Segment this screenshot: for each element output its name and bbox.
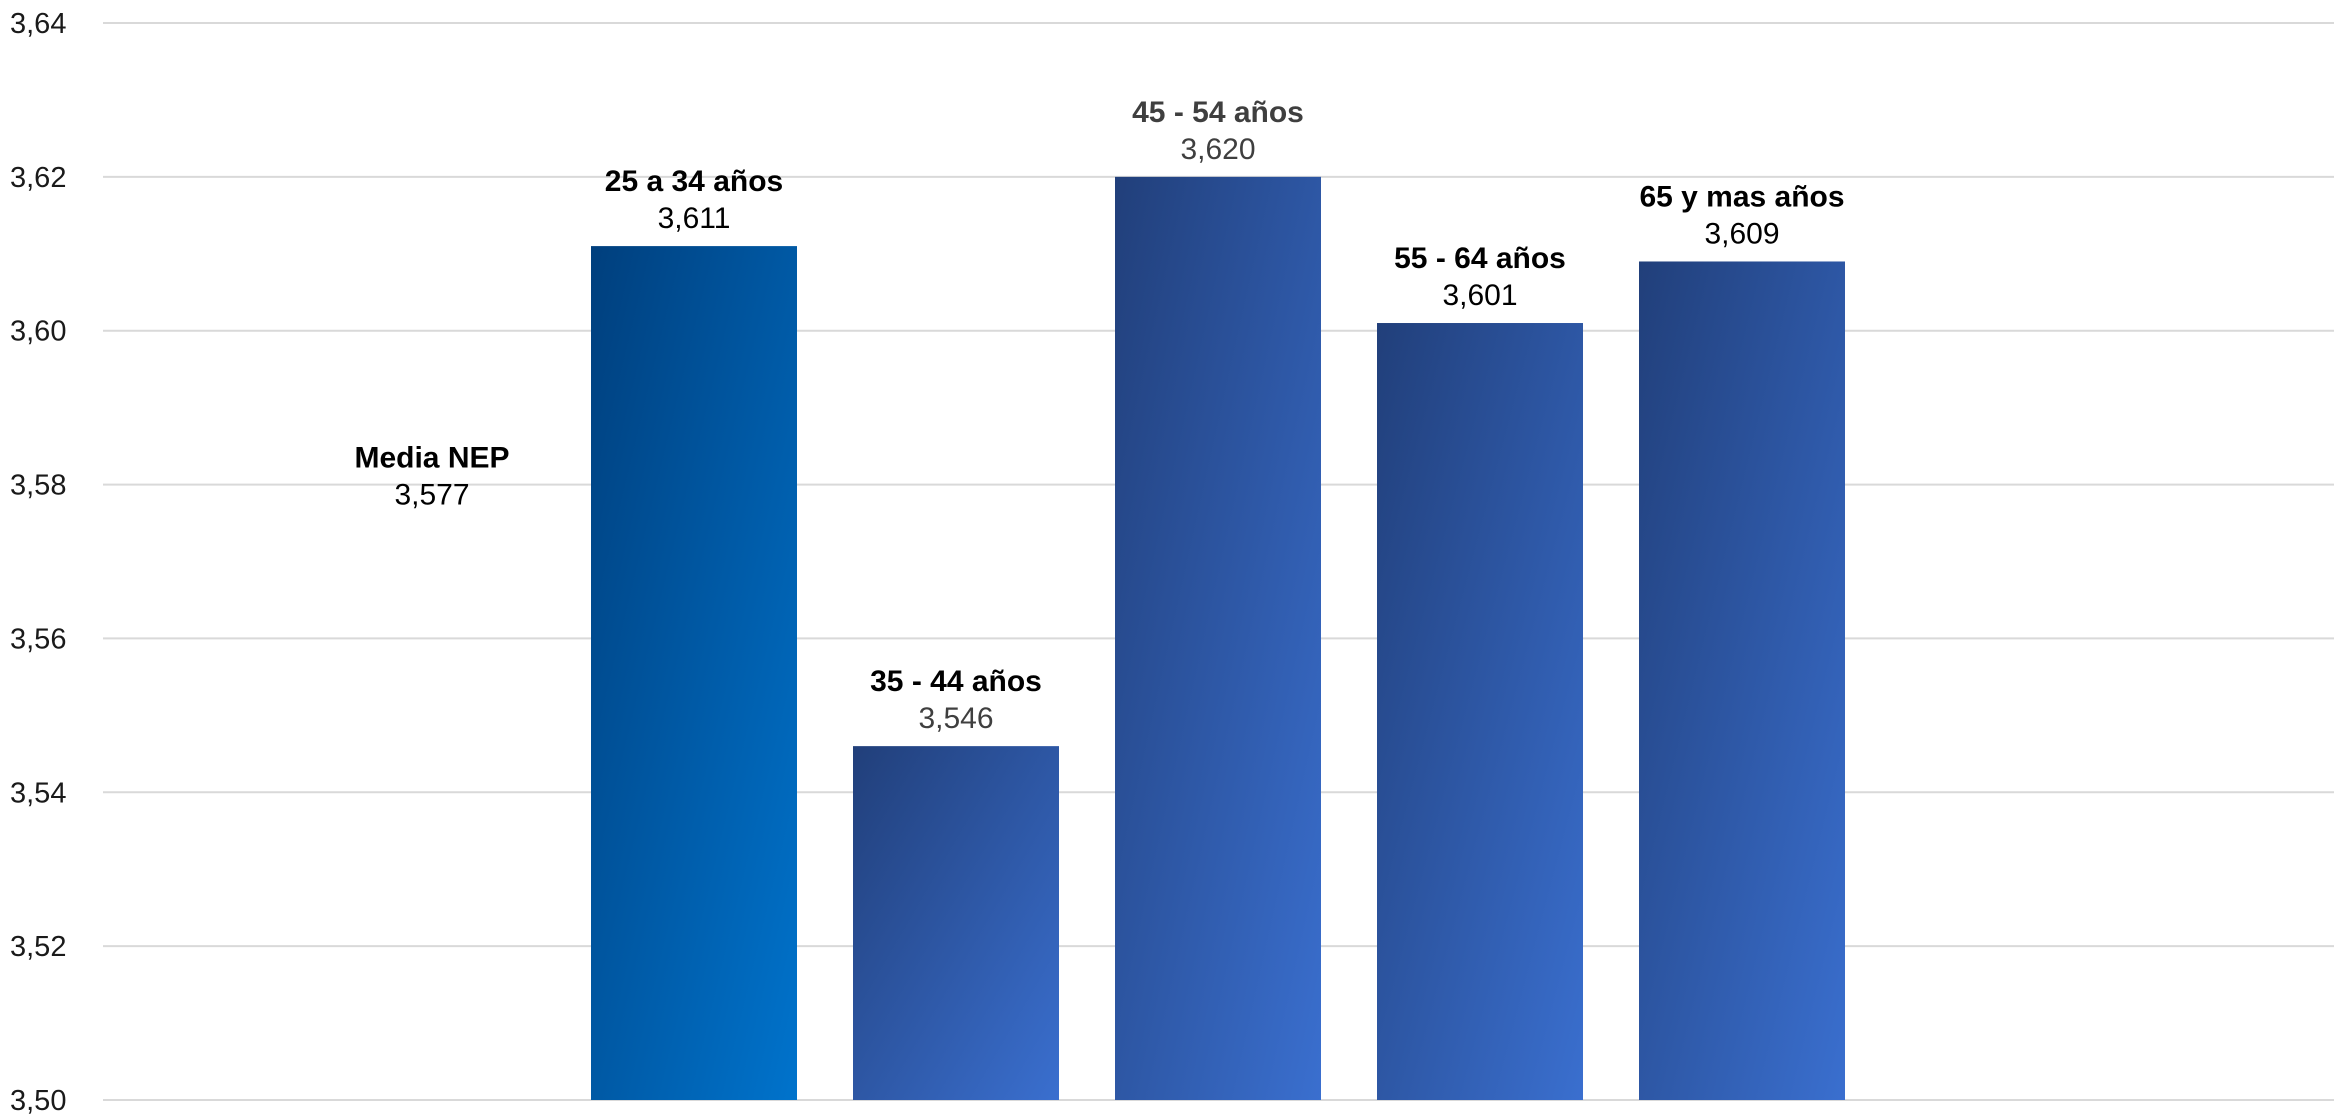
bar: [591, 246, 797, 1101]
bar: [1115, 176, 1321, 1100]
y-axis: 3,50 3,52 3,54 3,56 3,58 3,60 3,62 3,64: [10, 8, 66, 1115]
value-label: 3,546: [918, 702, 993, 735]
category-label: 65 y mas años: [1639, 180, 1844, 213]
value-label: 3,620: [1180, 133, 1255, 166]
bar: [1377, 323, 1583, 1100]
y-tick-label: 3,62: [10, 162, 66, 194]
y-tick-label: 3,64: [10, 8, 66, 40]
category-label: 45 - 54 años: [1132, 96, 1304, 129]
reference-label: Media NEP: [354, 442, 509, 475]
bar: [1639, 261, 1845, 1100]
reference-value: 3,577: [394, 479, 469, 512]
y-tick-label: 3,52: [10, 931, 66, 963]
y-tick-label: 3,60: [10, 316, 66, 348]
bar: [853, 746, 1059, 1100]
category-label: 35 - 44 años: [870, 665, 1042, 698]
data-labels: 25 a 34 años 3,611 35 - 44 años 3,546 45 - 5…: [354, 96, 1844, 735]
value-label: 3,611: [658, 202, 731, 235]
y-tick-label: 3,58: [10, 470, 66, 502]
y-tick-label: 3,50: [10, 1085, 66, 1115]
category-label: 25 a 34 años: [605, 165, 783, 198]
y-tick-label: 3,54: [10, 777, 66, 809]
category-label: 55 - 64 años: [1394, 242, 1566, 275]
value-label: 3,609: [1704, 217, 1779, 250]
value-label: 3,601: [1442, 279, 1517, 312]
y-tick-label: 3,56: [10, 623, 66, 655]
bars: [591, 176, 1845, 1101]
